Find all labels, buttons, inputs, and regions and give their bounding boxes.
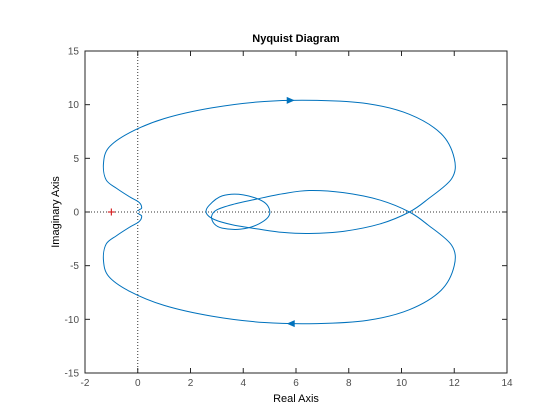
- y-tick-label: 0: [73, 208, 79, 219]
- critical-point-marker: [107, 208, 115, 216]
- marker-layer: [107, 96, 295, 328]
- y-tick-label: -15: [65, 369, 80, 380]
- x-tick-label: 10: [396, 378, 408, 389]
- y-tick-label: -5: [70, 261, 79, 272]
- x-tick-label: 2: [188, 378, 194, 389]
- y-tick-label: 5: [73, 154, 79, 165]
- x-tick-label: 0: [135, 378, 141, 389]
- y-tick-label: 10: [68, 100, 80, 111]
- x-tick-label: 8: [346, 378, 352, 389]
- nyquist-curve-layer: [102, 99, 456, 325]
- nyquist-curve: [102, 99, 456, 325]
- x-tick-label: 12: [449, 378, 461, 389]
- x-tick-label: -2: [81, 378, 90, 389]
- x-axis-label: Real Axis: [273, 393, 319, 405]
- direction-arrow: [286, 320, 295, 328]
- reference-lines: [85, 51, 507, 373]
- y-tick-label: -10: [65, 315, 80, 326]
- y-tick-label: 15: [68, 47, 80, 58]
- direction-arrow: [286, 96, 295, 104]
- x-tick-label: 14: [501, 378, 513, 389]
- y-axis-label: Imaginary Axis: [50, 176, 62, 248]
- chart-title: Nyquist Diagram: [252, 33, 340, 45]
- x-tick-label: 6: [293, 378, 299, 389]
- axis-ticks: -2 0 2 4 6 8 10 12 14 -15 -10 -5 0 5 10 15: [65, 47, 513, 390]
- x-tick-label: 4: [240, 378, 246, 389]
